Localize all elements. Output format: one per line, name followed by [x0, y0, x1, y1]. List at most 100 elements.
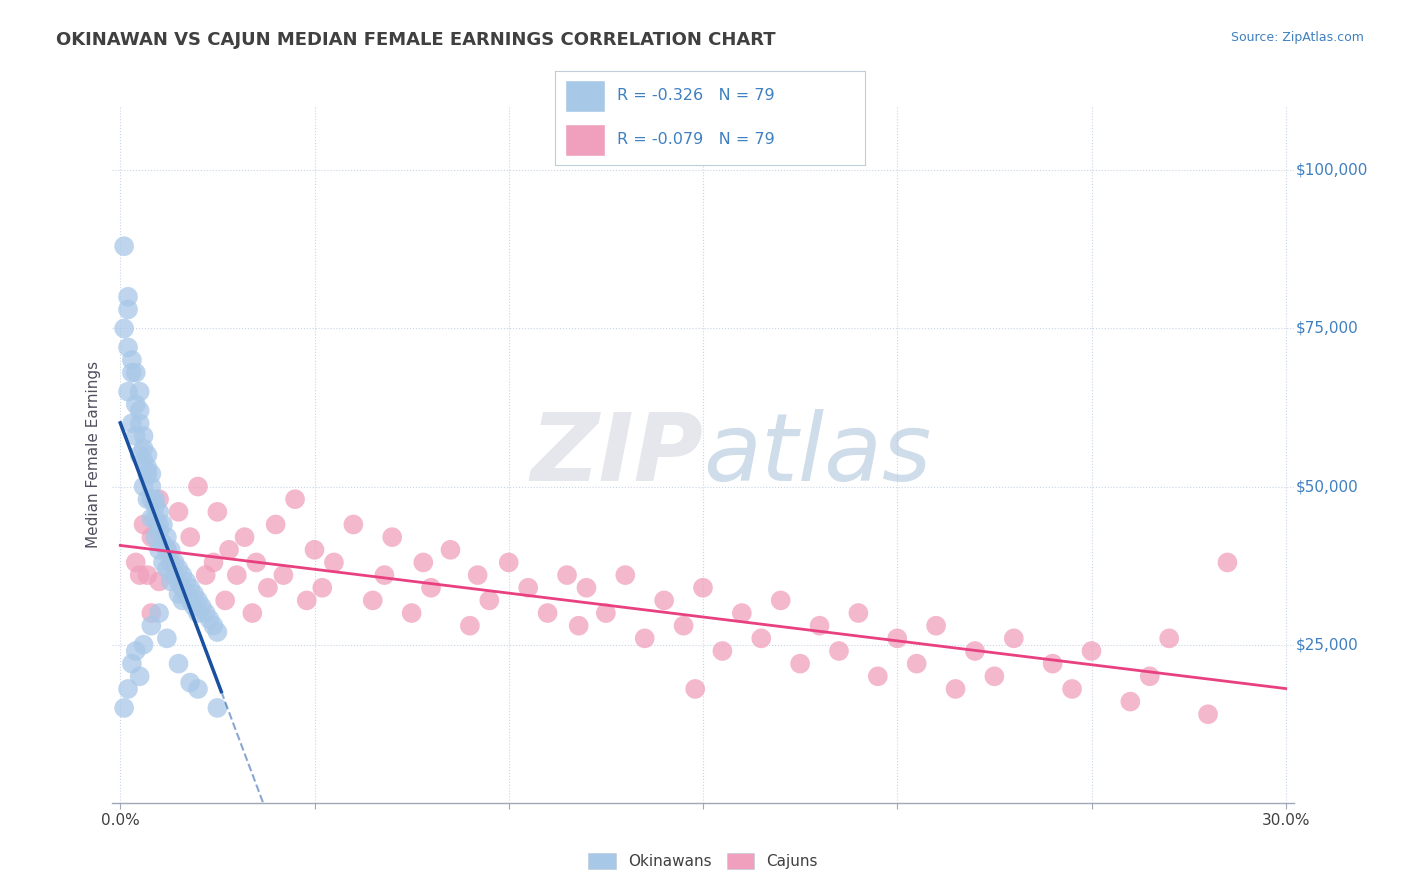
- Text: $75,000: $75,000: [1296, 321, 1358, 336]
- Point: [179, 530, 201, 544]
- Text: $100,000: $100,000: [1296, 163, 1368, 178]
- Point: [1080, 644, 1102, 658]
- Point: [172, 593, 194, 607]
- Point: [136, 568, 159, 582]
- Point: [179, 675, 201, 690]
- Text: R = -0.326   N = 79: R = -0.326 N = 79: [617, 88, 775, 103]
- Point: [136, 492, 159, 507]
- Point: [983, 669, 1005, 683]
- Point: [420, 581, 443, 595]
- Point: [152, 556, 174, 570]
- Point: [141, 511, 163, 525]
- Y-axis label: Median Female Earnings: Median Female Earnings: [86, 361, 101, 549]
- Point: [478, 593, 501, 607]
- Point: [117, 340, 139, 354]
- Point: [121, 417, 143, 431]
- Point: [373, 568, 395, 582]
- Point: [128, 384, 150, 399]
- Point: [167, 562, 190, 576]
- FancyBboxPatch shape: [565, 79, 605, 112]
- Point: [128, 448, 150, 462]
- FancyBboxPatch shape: [565, 124, 605, 156]
- Point: [240, 606, 263, 620]
- Point: [517, 581, 540, 595]
- Point: [595, 606, 617, 620]
- Point: [769, 593, 792, 607]
- Text: R = -0.079   N = 79: R = -0.079 N = 79: [617, 132, 775, 147]
- Point: [156, 632, 179, 646]
- Point: [1197, 707, 1219, 722]
- Point: [198, 612, 221, 626]
- Point: [136, 448, 159, 462]
- Point: [132, 517, 155, 532]
- Point: [304, 542, 326, 557]
- Point: [143, 511, 166, 525]
- Point: [925, 618, 948, 632]
- Point: [187, 681, 209, 696]
- Point: [692, 581, 714, 595]
- Point: [159, 542, 181, 557]
- Point: [257, 581, 280, 595]
- Point: [848, 606, 870, 620]
- Point: [1159, 632, 1181, 646]
- Point: [614, 568, 637, 582]
- Point: [401, 606, 423, 620]
- Point: [132, 429, 155, 443]
- Text: $50,000: $50,000: [1296, 479, 1358, 494]
- Point: [905, 657, 928, 671]
- Point: [117, 681, 139, 696]
- Point: [152, 517, 174, 532]
- Point: [143, 530, 166, 544]
- Point: [412, 556, 434, 570]
- Point: [141, 492, 163, 507]
- Point: [207, 505, 229, 519]
- Text: ZIP: ZIP: [530, 409, 703, 501]
- Point: [381, 530, 404, 544]
- Point: [731, 606, 754, 620]
- Point: [245, 556, 267, 570]
- Point: [1139, 669, 1161, 683]
- Point: [167, 657, 190, 671]
- Point: [141, 530, 163, 544]
- Point: [172, 581, 194, 595]
- Point: [156, 542, 179, 557]
- Point: [121, 657, 143, 671]
- Point: [575, 581, 598, 595]
- Point: [132, 479, 155, 493]
- Point: [125, 397, 148, 411]
- Point: [136, 460, 159, 475]
- Point: [112, 321, 135, 335]
- Point: [112, 239, 135, 253]
- Point: [273, 568, 295, 582]
- Point: [311, 581, 333, 595]
- Point: [121, 353, 143, 368]
- Point: [156, 542, 179, 557]
- Point: [132, 638, 155, 652]
- Point: [1119, 695, 1142, 709]
- Point: [361, 593, 384, 607]
- Point: [555, 568, 578, 582]
- Point: [202, 556, 225, 570]
- Text: atlas: atlas: [703, 409, 931, 500]
- Point: [342, 517, 364, 532]
- Point: [148, 542, 170, 557]
- Point: [172, 581, 194, 595]
- Point: [117, 290, 139, 304]
- Point: [143, 499, 166, 513]
- Point: [945, 681, 967, 696]
- Point: [125, 644, 148, 658]
- Point: [159, 556, 181, 570]
- Point: [1002, 632, 1025, 646]
- Point: [141, 479, 163, 493]
- Point: [183, 587, 205, 601]
- Point: [167, 574, 190, 589]
- Point: [148, 524, 170, 538]
- Point: [828, 644, 851, 658]
- Point: [233, 530, 256, 544]
- Point: [866, 669, 889, 683]
- Point: [202, 618, 225, 632]
- Point: [121, 366, 143, 380]
- Point: [467, 568, 489, 582]
- Point: [148, 492, 170, 507]
- Point: [141, 606, 163, 620]
